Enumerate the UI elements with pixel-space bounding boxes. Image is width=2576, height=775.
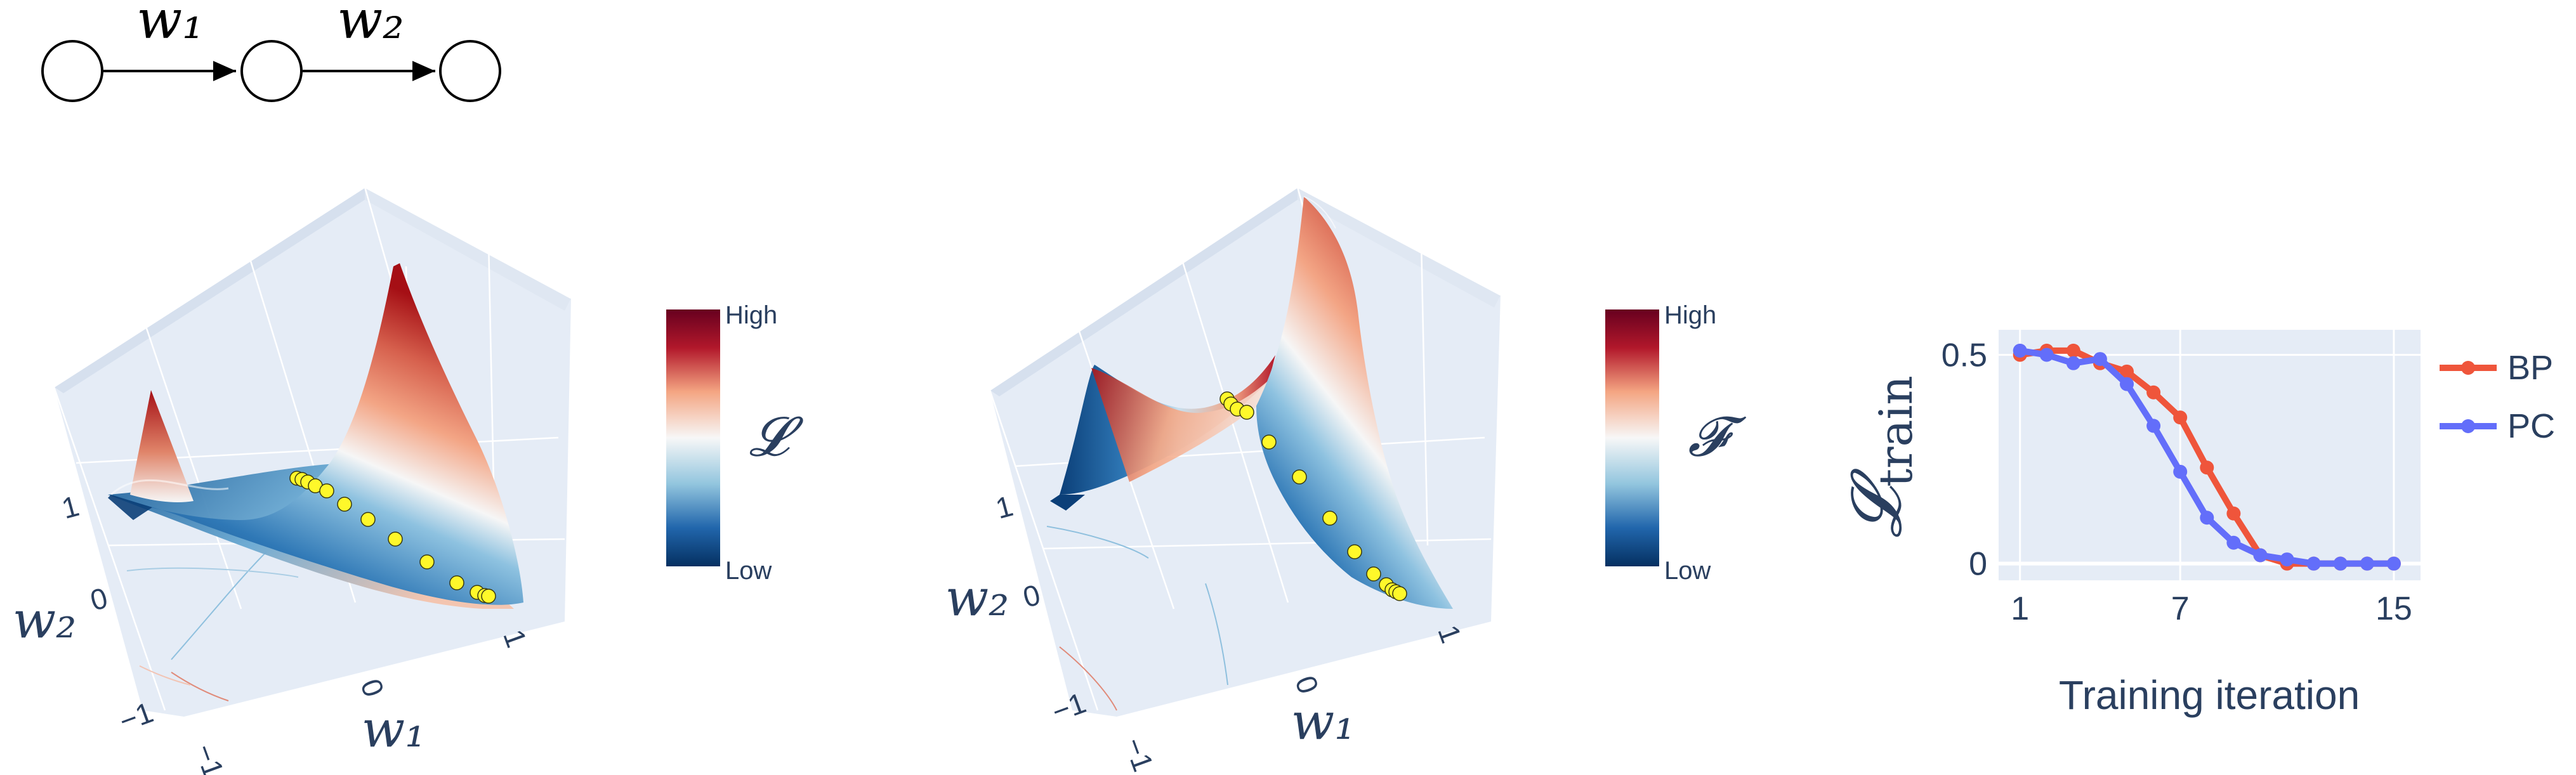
y-tick-label: 0.5: [1942, 337, 1987, 374]
y-axis-label-sub: train: [1869, 375, 1922, 487]
legend: BP PC: [2440, 349, 2555, 445]
bp-surface: [108, 263, 523, 609]
data-point-pc: [2146, 419, 2161, 433]
colorbar-pc-gradient: [1605, 309, 1659, 566]
data-point-pc: [2226, 535, 2241, 550]
colorbar-bp-gradient: [666, 309, 720, 566]
colorbar-bp-symbol: 𝓛: [749, 405, 804, 469]
ticks: 1 7 15 0 0.5: [1942, 337, 2412, 628]
network-node-input: [41, 40, 103, 102]
x-tick-label: 15: [2376, 590, 2412, 627]
data-point-pc: [2200, 511, 2214, 525]
data-point-pc: [2333, 556, 2348, 571]
colorbar-pc-low-label: Low: [1664, 557, 1711, 585]
network-node-output: [439, 40, 501, 102]
colorbar-pc: High Low 𝓕: [1605, 301, 1747, 585]
legend-marker-bp: [2461, 361, 2475, 375]
x-axis-label: Training iteration: [2059, 672, 2360, 718]
data-point-bp: [2066, 343, 2080, 358]
bp-point: [360, 512, 376, 527]
legend-label-pc: PC: [2507, 407, 2555, 445]
legend-marker-pc: [2461, 419, 2475, 433]
data-point-pc: [2173, 464, 2188, 479]
bp-x-axis-label: w₁: [362, 700, 426, 759]
pc-point: [1239, 405, 1254, 420]
legend-label-bp: BP: [2507, 349, 2553, 387]
pc-point: [1322, 511, 1337, 526]
bp-y-axis-label: w₂: [13, 590, 77, 649]
pc-point: [1392, 586, 1407, 601]
data-point-pc: [2120, 377, 2134, 391]
pc-point: [1347, 544, 1362, 559]
bp-scene-box: [53, 186, 572, 717]
bp-point: [319, 483, 334, 498]
data-point-pc: [2386, 556, 2401, 571]
network-node-hidden: [240, 40, 303, 102]
edge-label-w1: w₁: [136, 0, 204, 51]
pc-x-axis-label: w₁: [1291, 692, 1355, 751]
data-point-pc: [2013, 343, 2027, 358]
data-point-bp: [2120, 364, 2134, 379]
pc-x-tick-neg1: −1: [1118, 733, 1160, 775]
data-point-pc: [2093, 352, 2107, 367]
data-point-pc: [2360, 556, 2374, 571]
pc-y-tick-1: 1: [992, 489, 1016, 525]
pc-scene-box: [989, 186, 1501, 717]
bp-point: [481, 589, 496, 604]
data-point-pc: [2306, 556, 2321, 571]
bp-trajectory: [289, 471, 496, 604]
bp-y-tick-1: 1: [58, 489, 82, 525]
network-diagram: w₁ w₂: [41, 0, 501, 102]
bp-x-tick-neg1: −1: [188, 739, 231, 775]
x-tick-label: 7: [2171, 590, 2190, 627]
pc-axes-labels: 1 0 −1 −1 0 1 w₂ w₁: [945, 489, 1468, 775]
y-axis-label: 𝓛train: [1836, 375, 1922, 538]
data-point-pc: [2253, 548, 2268, 563]
bp-point: [419, 554, 435, 570]
edge-label-w2: w₂: [337, 0, 404, 51]
plot-area: [1999, 330, 2421, 580]
surface-panel-pc: 1 0 −1 −1 0 1 w₂ w₁: [945, 186, 1501, 775]
surface-panel-bp: 1 0 −1 −1 0 1 w₂ w₁: [13, 186, 572, 775]
colorbar-pc-symbol: 𝓕: [1688, 405, 1747, 469]
colorbar-bp: High Low 𝓛: [666, 301, 804, 585]
pc-surface: [1050, 196, 1453, 609]
data-point-pc: [2039, 348, 2054, 362]
bp-point: [388, 531, 403, 547]
pc-y-axis-label: w₂: [945, 568, 1009, 627]
data-point-bp: [2173, 410, 2188, 425]
series: [2013, 343, 2401, 571]
bp-point: [449, 575, 464, 590]
y-tick-label: 0: [1969, 546, 1987, 583]
bp-y-tick-0: 0: [87, 581, 111, 617]
colorbar-bp-low-label: Low: [725, 557, 772, 585]
pc-point: [1366, 566, 1381, 582]
colorbar-pc-high-label: High: [1664, 301, 1716, 329]
pc-point: [1261, 434, 1277, 450]
data-point-bp: [2226, 506, 2241, 521]
data-point-bp: [2146, 385, 2161, 400]
data-point-bp: [2200, 460, 2214, 475]
bp-point: [337, 497, 352, 512]
data-point-pc: [2066, 356, 2080, 370]
x-tick-label: 1: [2011, 590, 2029, 627]
data-point-pc: [2280, 552, 2294, 567]
colorbar-bp-high-label: High: [725, 301, 777, 329]
bp-x-tick-0: 0: [354, 675, 391, 701]
loss-chart: 1 7 15 0 0.5 Training iteration 𝓛train BP PC: [1836, 330, 2555, 718]
pc-point: [1292, 469, 1307, 485]
pc-trajectory: [1219, 391, 1407, 601]
